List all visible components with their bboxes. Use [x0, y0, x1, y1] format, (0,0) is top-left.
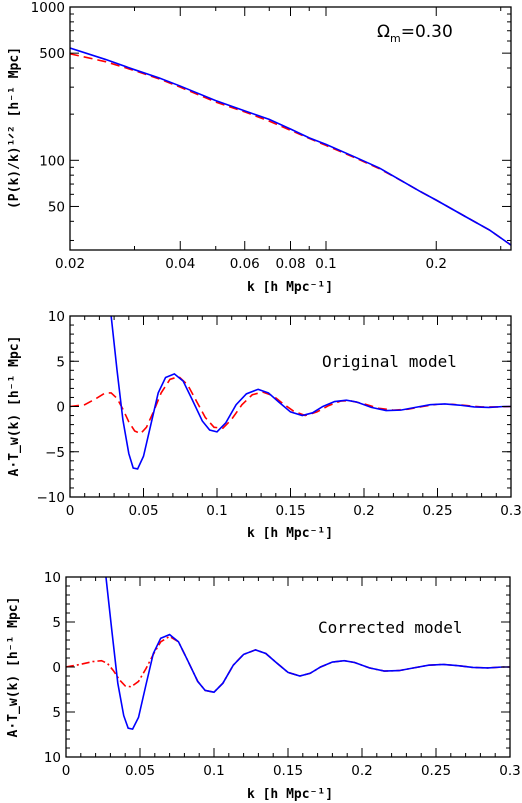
- panel-corrected-model: 0 0.05 0.1 0.15 0.2 0.25 0.3 10 5 0 5 10 Corrected …: [6, 570, 521, 802]
- y-tick-label: −10: [37, 490, 66, 506]
- y-tick-label: 0: [52, 660, 61, 676]
- y-tick-label: 100: [39, 153, 65, 169]
- y-tick-label: 1000: [31, 0, 65, 16]
- x-tick-label: 0.25: [422, 503, 452, 519]
- x-tick-label: 0.15: [273, 763, 303, 779]
- y-tick-label: 10: [44, 750, 61, 766]
- series-line-1: [70, 47, 511, 246]
- plot-frame: [69, 315, 512, 498]
- y-axis-label: A·T_w(k) [h⁻¹ Mpc]: [6, 597, 21, 738]
- x-tick-label: 0.2: [351, 763, 372, 779]
- x-tick-label: 0.3: [500, 503, 521, 519]
- x-tick-label: 0: [62, 763, 71, 779]
- x-tick-label: 0.05: [128, 503, 158, 519]
- series-line-1: [105, 577, 510, 731]
- x-tick-label: 0.15: [275, 503, 305, 519]
- x-tick-label: 0.3: [499, 763, 520, 779]
- y-axis-label: A·T_w(k) [h⁻¹ Mpc]: [7, 336, 22, 477]
- y-tick-label: 5: [52, 615, 61, 631]
- x-axis-label: k [h Mpc⁻¹]: [247, 280, 333, 295]
- series-line-1: [110, 316, 511, 470]
- x-tick-label: 0.02: [55, 256, 85, 272]
- x-tick-label: 0.1: [315, 256, 336, 272]
- y-axis-label: (P(k)/k)¹ᐟ² [h⁻¹ Mpc]: [7, 47, 22, 209]
- x-tick-label: 0.04: [165, 256, 195, 272]
- x-tick-label: 0.06: [230, 256, 260, 272]
- y-tick-label: 5: [52, 705, 61, 721]
- x-tick-label: 0.1: [206, 503, 227, 519]
- y-tick-label: −5: [45, 445, 65, 461]
- panel-power-spectrum: 0.02 0.04 0.06 0.08 0.1 0.2 50 100 500 1000 Ωm=0.…: [7, 0, 512, 295]
- y-tick-label: 10: [48, 309, 65, 325]
- series-line-2: [70, 53, 511, 246]
- series-line-2: [70, 375, 511, 435]
- x-tick-label: 0.05: [125, 763, 155, 779]
- y-tick-label: 5: [56, 354, 65, 370]
- x-tick-label: 0: [66, 503, 75, 519]
- model-annotation: Original model: [322, 352, 457, 371]
- x-axis-label: k [h Mpc⁻¹]: [247, 787, 333, 802]
- x-tick-label: 0.08: [275, 256, 305, 272]
- plot-frame: [65, 576, 511, 758]
- x-tick-label: 0.2: [353, 503, 374, 519]
- x-tick-label: 0.25: [421, 763, 451, 779]
- y-tick-label: 50: [48, 199, 65, 215]
- y-tick-label: 10: [44, 570, 61, 586]
- y-tick-label: 0: [56, 400, 65, 416]
- x-tick-label: 0.2: [426, 256, 447, 272]
- omega-annotation: Ωm=0.30: [377, 22, 453, 45]
- x-axis-label: k [h Mpc⁻¹]: [247, 526, 333, 541]
- x-tick-label: 0.1: [203, 763, 224, 779]
- model-annotation: Corrected model: [318, 618, 463, 637]
- panel-original-model: 0 0.05 0.1 0.15 0.2 0.25 0.3 −10 −5 0 5 10 Original…: [7, 309, 522, 541]
- y-tick-label: 500: [39, 46, 65, 62]
